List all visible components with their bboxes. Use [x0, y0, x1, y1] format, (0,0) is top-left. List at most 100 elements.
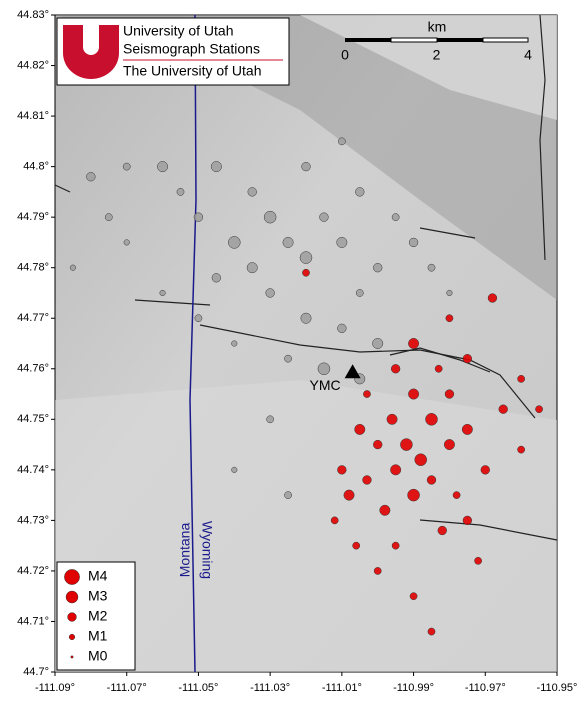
- event: [480, 465, 490, 475]
- faults: [54, 14, 558, 541]
- y-tick-label: 44.79°: [17, 211, 49, 223]
- event: [330, 516, 339, 525]
- scale-unit: km: [428, 19, 447, 35]
- axes: -111.09° -111.07° -111.05° -111.03° -111.01°…: [17, 9, 577, 694]
- x-tick-label: -111.01°: [322, 682, 362, 694]
- event: [462, 354, 473, 364]
- event: [231, 340, 238, 347]
- event: [517, 445, 525, 454]
- event: [284, 354, 292, 363]
- event: [408, 237, 419, 248]
- event: [284, 491, 292, 499]
- terrain-ridge: [55, 15, 557, 300]
- event: [282, 236, 294, 248]
- event: [319, 212, 329, 222]
- event: [355, 187, 365, 197]
- event: [487, 293, 498, 303]
- event: [337, 465, 347, 475]
- event: [194, 314, 203, 323]
- logo-text: The University of Utah: [123, 63, 262, 79]
- event: [302, 268, 310, 277]
- logo-mark: [63, 25, 119, 79]
- event: [299, 251, 313, 264]
- station: YMC: [309, 364, 361, 393]
- event: [157, 161, 169, 173]
- legend-label: M2: [88, 608, 108, 624]
- state-label: Montana: [177, 523, 193, 578]
- x-tick-label: -110.95°: [537, 682, 578, 694]
- event: [300, 312, 312, 324]
- y-tick-label: 44.83°: [17, 9, 49, 21]
- event: [354, 423, 366, 435]
- event: [338, 137, 346, 146]
- scale-bar: [345, 38, 391, 42]
- y-tick-label: 44.77°: [17, 312, 49, 324]
- event: [437, 525, 447, 536]
- y-tick-label: 44.75°: [17, 413, 49, 425]
- event: [246, 262, 258, 274]
- x-tick-label: -111.03°: [250, 682, 290, 694]
- event: [231, 466, 238, 473]
- event: [210, 161, 222, 173]
- event: [498, 404, 508, 414]
- y-tick-label: 44.72°: [17, 565, 49, 577]
- legend-label: M3: [88, 588, 108, 604]
- event: [123, 239, 130, 246]
- event: [159, 289, 166, 297]
- event: [373, 263, 383, 273]
- event: [474, 556, 482, 565]
- event: [362, 475, 372, 485]
- event: [176, 188, 185, 196]
- event: [337, 323, 347, 333]
- event: [379, 504, 391, 516]
- event: [444, 389, 455, 399]
- event: [517, 375, 525, 383]
- legend-label: M4: [88, 568, 108, 584]
- legend-label: M1: [88, 628, 108, 644]
- event: [86, 172, 96, 182]
- event: [390, 364, 401, 374]
- state-label: Wyoming: [199, 521, 215, 579]
- event: [373, 567, 382, 575]
- event: [352, 541, 361, 550]
- event: [414, 453, 427, 466]
- x-tick-label: -111.09°: [35, 682, 75, 694]
- legend: M4 M3 M2 M1 M0: [64, 568, 108, 664]
- event: [425, 413, 438, 426]
- event: [535, 405, 543, 414]
- legend-marker: [64, 569, 80, 585]
- scale-label: 4: [524, 47, 532, 63]
- event: [211, 273, 222, 283]
- event: [247, 187, 257, 197]
- y-tick-label: 44.82°: [17, 59, 49, 71]
- y-tick-label: 44.78°: [17, 262, 49, 274]
- event: [301, 161, 311, 172]
- y-tick-label: 44.71°: [17, 615, 49, 627]
- event: [317, 362, 331, 376]
- y-tick-label: 44.7°: [23, 666, 49, 678]
- event: [391, 541, 400, 550]
- legend-marker: [65, 590, 79, 604]
- state-line: [189, 14, 197, 673]
- station-marker: [344, 364, 361, 379]
- event: [462, 515, 473, 526]
- event: [408, 338, 420, 349]
- logo-text: Seismograph Stations: [123, 41, 260, 57]
- event: [434, 364, 443, 373]
- event: [266, 415, 274, 424]
- event: [446, 289, 453, 297]
- event: [445, 314, 454, 323]
- event: [391, 213, 400, 222]
- event: [363, 390, 371, 398]
- x-tick-label: -110.99°: [393, 682, 434, 694]
- event: [263, 210, 277, 224]
- event: [409, 592, 418, 601]
- scale-bar: [482, 37, 529, 43]
- event: [373, 439, 383, 450]
- logo-text: University of Utah: [123, 23, 233, 39]
- event: [69, 264, 76, 271]
- event: [390, 464, 402, 476]
- legend-marker: [68, 633, 76, 641]
- event: [400, 438, 413, 451]
